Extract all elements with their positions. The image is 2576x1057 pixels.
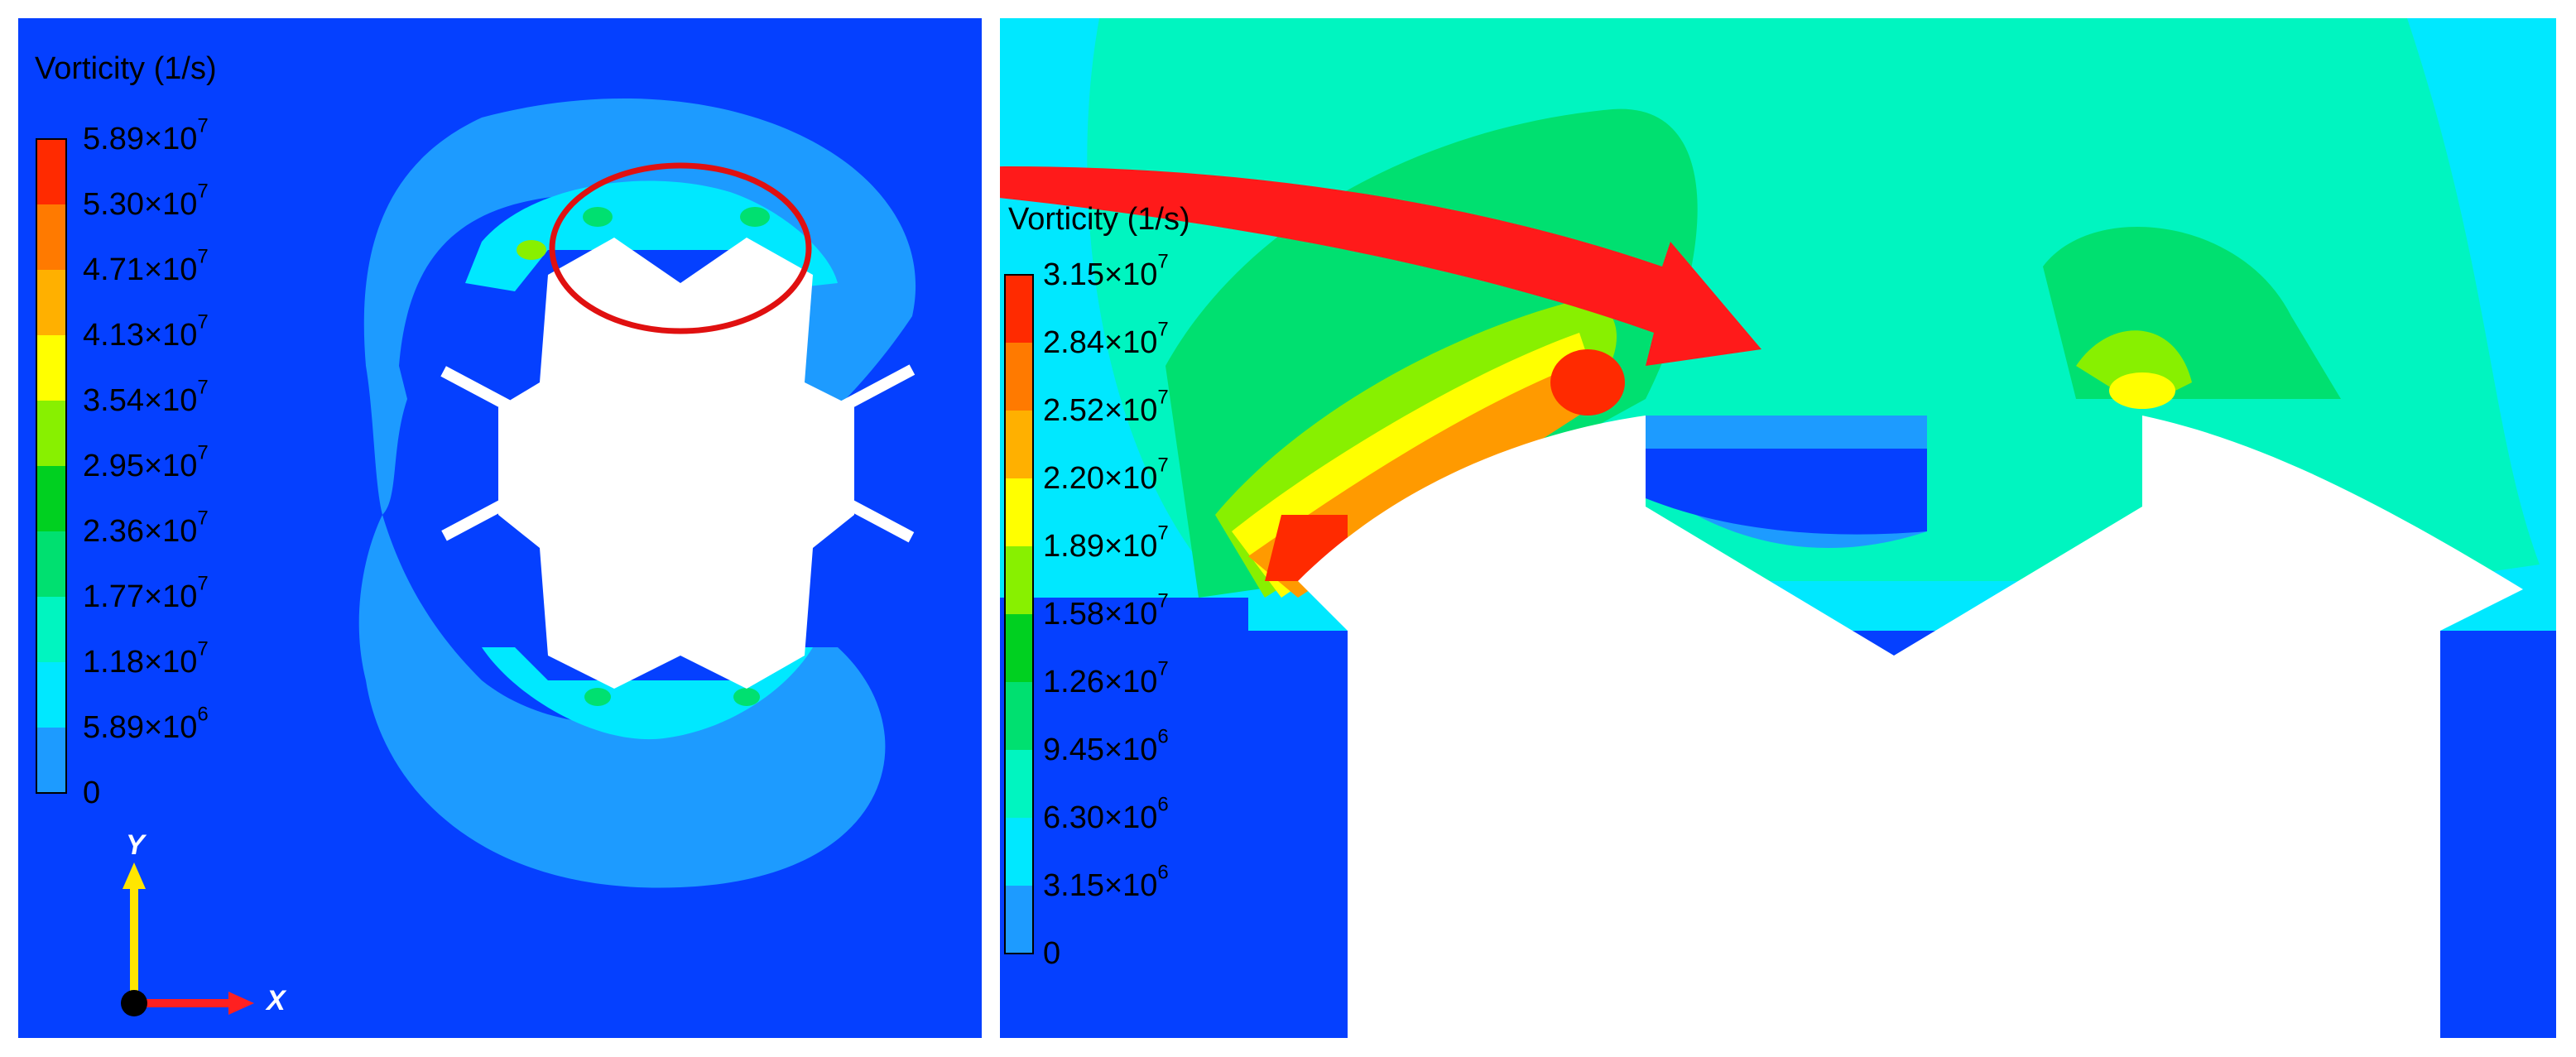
hotspot-mid-left xyxy=(517,240,546,260)
hotspot-top-right xyxy=(740,207,770,227)
left-colorbar-tick-label: 1.77×107 xyxy=(83,572,209,614)
right-colorbar-tick-label: 0 xyxy=(1043,936,1061,971)
right-colorbar-frame xyxy=(1004,274,1034,954)
left-colorbar-band xyxy=(36,597,66,663)
left-colorbar-band xyxy=(36,401,66,467)
right-colorbar-tick-label: 2.84×107 xyxy=(1043,318,1169,360)
left-colorbar-tick-label: 0 xyxy=(83,776,101,810)
right-colorbar-band xyxy=(1005,343,1033,411)
blade-upper-left xyxy=(440,366,527,420)
right-colorbar-tick-label: 3.15×106 xyxy=(1043,861,1169,903)
right-colorbar-title: Vorticity (1/s) xyxy=(1008,202,1190,237)
x-axis-arrowhead xyxy=(228,992,254,1015)
right-colorbar-band xyxy=(1005,478,1033,547)
right-colorbar-tick-label: 2.20×107 xyxy=(1043,454,1169,496)
zoom-callout-arrow xyxy=(1000,166,1761,366)
zone-deep-blue-right xyxy=(2440,631,2556,1038)
body-hexagon xyxy=(498,238,854,689)
right-colorbar-band xyxy=(1005,614,1033,683)
panel-divider xyxy=(982,0,1000,1057)
zone-deep-blue-left xyxy=(1000,598,1248,1038)
right-colorbar-band xyxy=(1005,886,1033,954)
right-contour-field xyxy=(1000,18,2556,1038)
right-colorbar-tick-label: 9.45×106 xyxy=(1043,725,1169,767)
right-colorbar-tick-label: 2.52×107 xyxy=(1043,386,1169,428)
right-colorbar-tick-label: 1.26×107 xyxy=(1043,657,1169,699)
blade-lower-right xyxy=(828,489,915,543)
blade-lower-left xyxy=(441,488,527,541)
left-colorbar-band xyxy=(36,531,66,598)
y-axis-arrowhead xyxy=(123,862,146,889)
body-zoomed xyxy=(1298,416,2523,1038)
left-colorbar-tick-label: 4.13×107 xyxy=(83,310,209,353)
left-colorbar-tick-label: 5.89×107 xyxy=(83,114,209,156)
left-colorbar-frame xyxy=(36,138,67,794)
left-colorbar-band xyxy=(36,270,66,336)
zone-red-peak xyxy=(1550,349,1625,416)
right-colorbar-band xyxy=(1005,275,1033,344)
right-colorbar-tick-label: 1.89×107 xyxy=(1043,521,1169,564)
left-colorbar-tick-label: 2.36×107 xyxy=(83,507,209,549)
y-axis-label: Y xyxy=(126,829,145,861)
left-colorbar-tick-label: 5.89×106 xyxy=(83,703,209,745)
right-colorbar-band xyxy=(1005,682,1033,751)
left-colorbar-tick-label: 5.30×107 xyxy=(83,180,209,222)
left-contour-field xyxy=(121,98,916,1016)
right-colorbar-tick-label: 1.58×107 xyxy=(1043,589,1169,632)
zone-deep-blue-gap xyxy=(1646,449,1927,535)
blade-upper-right xyxy=(829,364,916,418)
vortex-band-bottom xyxy=(482,647,813,740)
left-colorbar-band xyxy=(36,204,66,271)
zone-yellow-right xyxy=(2109,372,2175,409)
right-colorbar xyxy=(1004,274,1034,954)
left-vorticity-panel: Vorticity (1/s) 5.89×107 5.30×107 4.71×107… xyxy=(18,18,982,1038)
left-colorbar-band xyxy=(36,466,66,532)
highlight-ellipse xyxy=(549,162,812,334)
left-colorbar-title: Vorticity (1/s) xyxy=(35,51,217,86)
right-colorbar-band xyxy=(1005,411,1033,479)
left-colorbar-band xyxy=(36,139,66,205)
right-colorbar-band xyxy=(1005,750,1033,819)
hotspot-bottom-left xyxy=(584,688,611,706)
left-colorbar-tick-label: 2.95×107 xyxy=(83,441,209,483)
right-colorbar-band xyxy=(1005,818,1033,886)
right-vorticity-zoom-panel: Vorticity (1/s) 3.15×107 2.84×107 2.52×107… xyxy=(1000,18,2556,1038)
hotspot-top-left xyxy=(583,207,613,227)
left-colorbar-band xyxy=(36,662,66,728)
axis-origin xyxy=(121,990,147,1016)
left-colorbar-band xyxy=(36,335,66,401)
right-colorbar-band xyxy=(1005,546,1033,615)
x-axis-label: X xyxy=(267,985,286,1016)
left-colorbar-tick-label: 1.18×107 xyxy=(83,637,209,680)
left-colorbar-band xyxy=(36,728,66,794)
left-colorbar-tick-label: 4.71×107 xyxy=(83,245,209,287)
right-colorbar-tick-label: 6.30×106 xyxy=(1043,793,1169,835)
hotspot-bottom-right xyxy=(733,688,760,706)
right-colorbar-tick-label: 3.15×107 xyxy=(1043,250,1169,292)
left-colorbar-tick-label: 3.54×107 xyxy=(83,376,209,418)
left-colorbar xyxy=(36,138,67,794)
